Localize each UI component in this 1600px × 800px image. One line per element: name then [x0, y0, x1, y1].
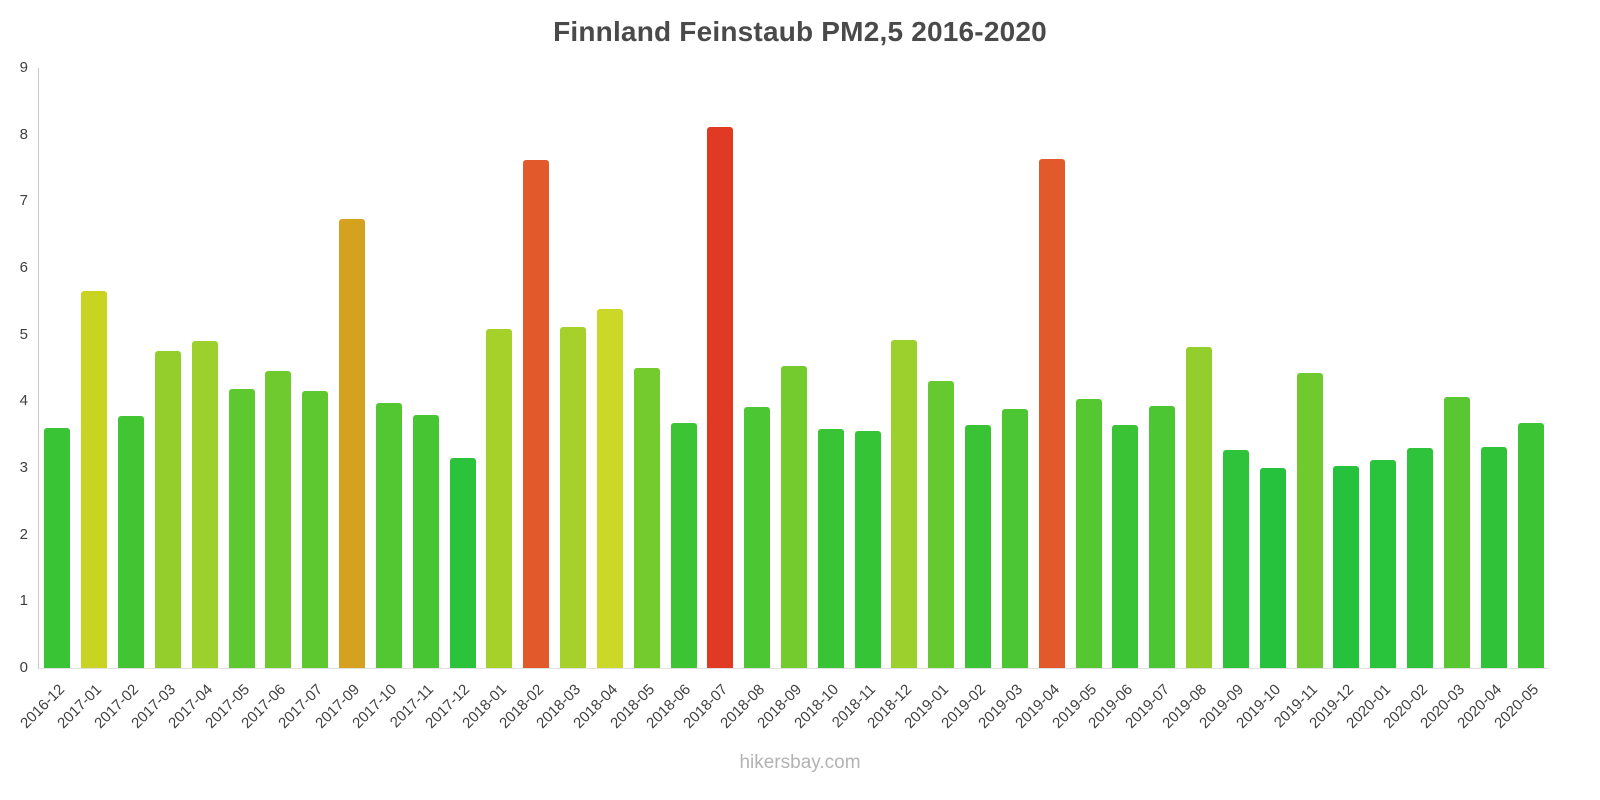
- y-axis-label: 0: [19, 659, 28, 676]
- bar-2017-06: [265, 371, 292, 668]
- bar-2019-11: [1296, 373, 1323, 668]
- bar-2019-09: [1222, 450, 1249, 668]
- bar-2020-01: [1370, 460, 1397, 668]
- bar-2019-05: [1075, 399, 1102, 668]
- plot-area: [38, 68, 1549, 669]
- y-axis-label: 8: [19, 125, 28, 143]
- bar-2017-05: [228, 389, 255, 668]
- bar-2017-11: [412, 414, 439, 668]
- bar-2018-08: [744, 406, 771, 668]
- bar-2018-03: [560, 326, 587, 668]
- bar-2018-05: [633, 368, 660, 668]
- bar-2018-12: [891, 340, 918, 668]
- bar-2017-01: [81, 291, 108, 668]
- bar-2019-07: [1149, 406, 1176, 668]
- bar-2018-04: [596, 309, 623, 668]
- bar-2017-07: [302, 391, 329, 668]
- x-axis: 2016-12 2017-01 2017-02 2017-03 2017-04 2017-…: [17, 669, 1548, 759]
- bar-2018-02: [523, 160, 550, 668]
- y-axis-label: 1: [19, 592, 28, 610]
- bar-2017-03: [154, 351, 181, 668]
- bar-2018-07: [707, 126, 734, 668]
- y-axis-label: 5: [19, 325, 28, 343]
- y-axis-label: 3: [19, 459, 28, 476]
- watermark-text: hikersbay.com: [739, 752, 861, 773]
- bar-2019-10: [1259, 468, 1286, 668]
- bar-2019-08: [1186, 346, 1213, 668]
- bar-2019-02: [965, 424, 992, 668]
- y-axis-label: 7: [19, 192, 28, 210]
- bar-2017-02: [118, 416, 145, 668]
- bar-2017-12: [449, 458, 476, 668]
- bar-2020-04: [1480, 446, 1507, 668]
- bar-2016-12: [44, 428, 71, 668]
- bar-2018-11: [854, 431, 881, 668]
- bar-2020-02: [1407, 448, 1434, 668]
- y-axis-label: 6: [19, 259, 28, 276]
- bar-2017-04: [191, 341, 218, 668]
- y-axis-label: 2: [19, 525, 28, 543]
- chart-title: Finnland Feinstaub PM2,5 2016-2020: [553, 16, 1047, 47]
- bar-2018-01: [486, 329, 513, 668]
- bar-2019-04: [1038, 159, 1065, 668]
- bar-2020-03: [1443, 396, 1470, 668]
- y-axis-label: 9: [19, 59, 28, 76]
- bar-2019-12: [1333, 466, 1360, 668]
- bar-2017-10: [375, 402, 402, 668]
- y-axis-label: 4: [19, 392, 28, 410]
- bar-2019-01: [928, 381, 955, 668]
- bar-2017-09: [339, 219, 366, 668]
- bar-2018-06: [670, 422, 697, 668]
- bar-2020-05: [1517, 423, 1544, 668]
- bar-2018-10: [817, 429, 844, 668]
- bar-2018-09: [781, 366, 807, 668]
- y-axis: 0 1 2 3 4 5 6 7 8 9: [0, 0, 34, 800]
- bar-2019-06: [1112, 424, 1139, 668]
- bar-2019-03: [1001, 409, 1028, 668]
